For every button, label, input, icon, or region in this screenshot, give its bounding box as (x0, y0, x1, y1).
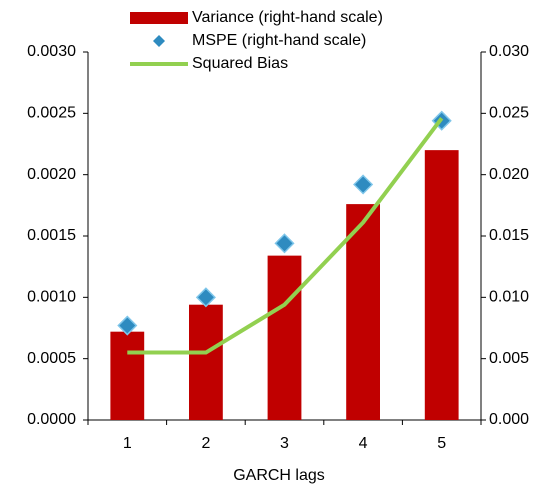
x-tick-label: 4 (359, 435, 368, 452)
y-tick-label: 0.0005 (27, 350, 76, 367)
bar (267, 255, 302, 420)
x-axis-title: GARCH lags (233, 467, 325, 484)
legend-label: Variance (right-hand scale) (192, 9, 383, 26)
marker (195, 287, 216, 308)
legend-swatch (153, 35, 165, 47)
legend-swatch (130, 12, 188, 24)
legend-label: MSPE (right-hand scale) (192, 32, 366, 49)
y2-tick-label: 0.000 (489, 411, 529, 428)
line (127, 117, 444, 355)
y2-tick-label: 0.005 (489, 350, 529, 367)
x-tick-label: 3 (280, 435, 289, 452)
x-tick-label: 1 (123, 435, 132, 452)
y-tick-label: 0.0020 (27, 166, 76, 183)
y-tick-label: 0.0025 (27, 105, 76, 122)
legend-label: Squared Bias (192, 55, 288, 72)
y2-tick-label: 0.015 (489, 227, 529, 244)
bar (424, 150, 459, 420)
y2-tick-label: 0.030 (489, 43, 529, 60)
bar (189, 304, 223, 420)
bar (346, 204, 380, 420)
y2-tick-label: 0.020 (489, 166, 529, 183)
y-tick-label: 0.0000 (27, 411, 76, 428)
y2-tick-label: 0.025 (489, 105, 529, 122)
x-tick-label: 5 (437, 435, 446, 452)
marker (117, 315, 138, 336)
y-tick-label: 0.0010 (27, 289, 76, 306)
y-tick-label: 0.0015 (27, 227, 76, 244)
x-tick-label: 2 (201, 435, 210, 452)
bar (110, 331, 145, 420)
y2-tick-label: 0.010 (489, 289, 529, 306)
marker (353, 174, 374, 195)
y-tick-label: 0.0030 (27, 43, 76, 60)
marker (274, 233, 295, 254)
